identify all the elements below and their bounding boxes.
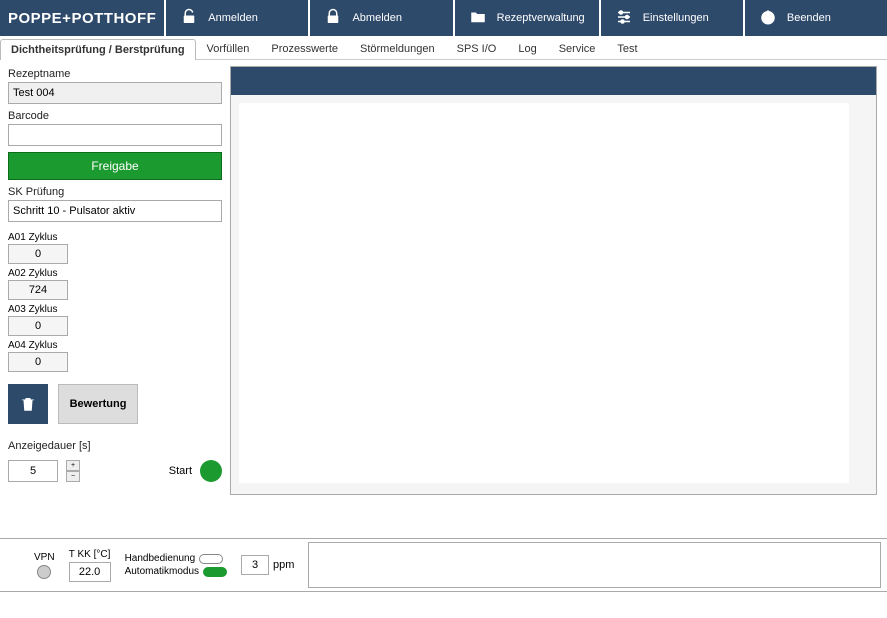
tkk-value: 22.0	[69, 562, 111, 582]
sk-pruefung-input[interactable]	[8, 200, 222, 222]
start-label: Start	[169, 465, 192, 477]
sk-pruefung-label: SK Prüfung	[8, 186, 222, 198]
brand-logo: POPPE+POTTHOFF	[0, 0, 164, 36]
power-icon	[759, 8, 777, 29]
anzeigedauer-input[interactable]	[8, 460, 58, 482]
tab-3[interactable]: Störmeldungen	[349, 38, 446, 59]
zyklus-2-label: A03 Zyklus	[8, 304, 68, 315]
topbar-beenden-button[interactable]: Beenden	[745, 0, 887, 36]
left-panel: Rezeptname Barcode Freigabe SK Prüfung A…	[0, 60, 230, 538]
barcode-input[interactable]	[8, 124, 222, 146]
ppm-value: 3	[241, 555, 269, 575]
start-indicator[interactable]	[200, 460, 222, 482]
zyklus-0-value: 0	[8, 244, 68, 264]
sliders-icon	[615, 8, 633, 29]
vpn-label: VPN	[34, 552, 55, 563]
tab-5[interactable]: Log	[507, 38, 547, 59]
tkk-label: T KK [°C]	[69, 549, 111, 560]
top-toolbar: POPPE+POTTHOFF AnmeldenAbmeldenRezeptver…	[0, 0, 887, 36]
tab-4[interactable]: SPS I/O	[446, 38, 508, 59]
tab-2[interactable]: Prozesswerte	[260, 38, 349, 59]
tab-7[interactable]: Test	[606, 38, 648, 59]
anzeigedauer-label: Anzeigedauer [s]	[8, 440, 222, 452]
chart-panel	[230, 60, 887, 538]
freigabe-button[interactable]: Freigabe	[8, 152, 222, 180]
delete-button[interactable]	[8, 384, 48, 424]
barcode-label: Barcode	[8, 110, 222, 122]
vpn-indicator	[37, 565, 51, 579]
tab-1[interactable]: Vorfüllen	[196, 38, 261, 59]
automatik-led	[203, 567, 227, 577]
rezeptname-label: Rezeptname	[8, 68, 222, 80]
handbedienung-label: Handbedienung	[125, 553, 196, 564]
zyklus-3-value: 0	[8, 352, 68, 372]
lock-icon	[324, 8, 342, 29]
zyklus-3-label: A04 Zyklus	[8, 340, 68, 351]
handbedienung-led	[199, 554, 223, 564]
topbar-anmelden-button[interactable]: Anmelden	[166, 0, 308, 36]
pressure-chart	[239, 103, 849, 483]
unlock-icon	[180, 8, 198, 29]
chart-titlebar	[231, 67, 876, 95]
tab-6[interactable]: Service	[548, 38, 607, 59]
anzeigedauer-down[interactable]: −	[66, 471, 80, 482]
bewertung-button[interactable]: Bewertung	[58, 384, 138, 424]
topbar-abmelden-button[interactable]: Abmelden	[310, 0, 452, 36]
tab-0[interactable]: Dichtheitsprüfung / Berstprüfung	[0, 39, 196, 60]
main-tabs: Dichtheitsprüfung / BerstprüfungVorfülle…	[0, 36, 887, 60]
topbar-einstellungen-button[interactable]: Einstellungen	[601, 0, 743, 36]
rezeptname-input[interactable]	[8, 82, 222, 104]
status-bar: VPN T KK [°C] 22.0 Handbedienung Automat…	[0, 538, 887, 592]
event-log[interactable]	[308, 542, 881, 588]
zyklus-1-value: 724	[8, 280, 68, 300]
trash-icon	[19, 395, 37, 413]
anzeigedauer-up[interactable]: +	[66, 460, 80, 471]
topbar-rezeptverwaltung-button[interactable]: Rezeptverwaltung	[455, 0, 599, 36]
ppm-unit: ppm	[273, 559, 294, 571]
folder-icon	[469, 8, 487, 29]
zyklus-0-label: A01 Zyklus	[8, 232, 68, 243]
zyklus-1-label: A02 Zyklus	[8, 268, 68, 279]
zyklus-2-value: 0	[8, 316, 68, 336]
automatik-label: Automatikmodus	[125, 566, 199, 577]
